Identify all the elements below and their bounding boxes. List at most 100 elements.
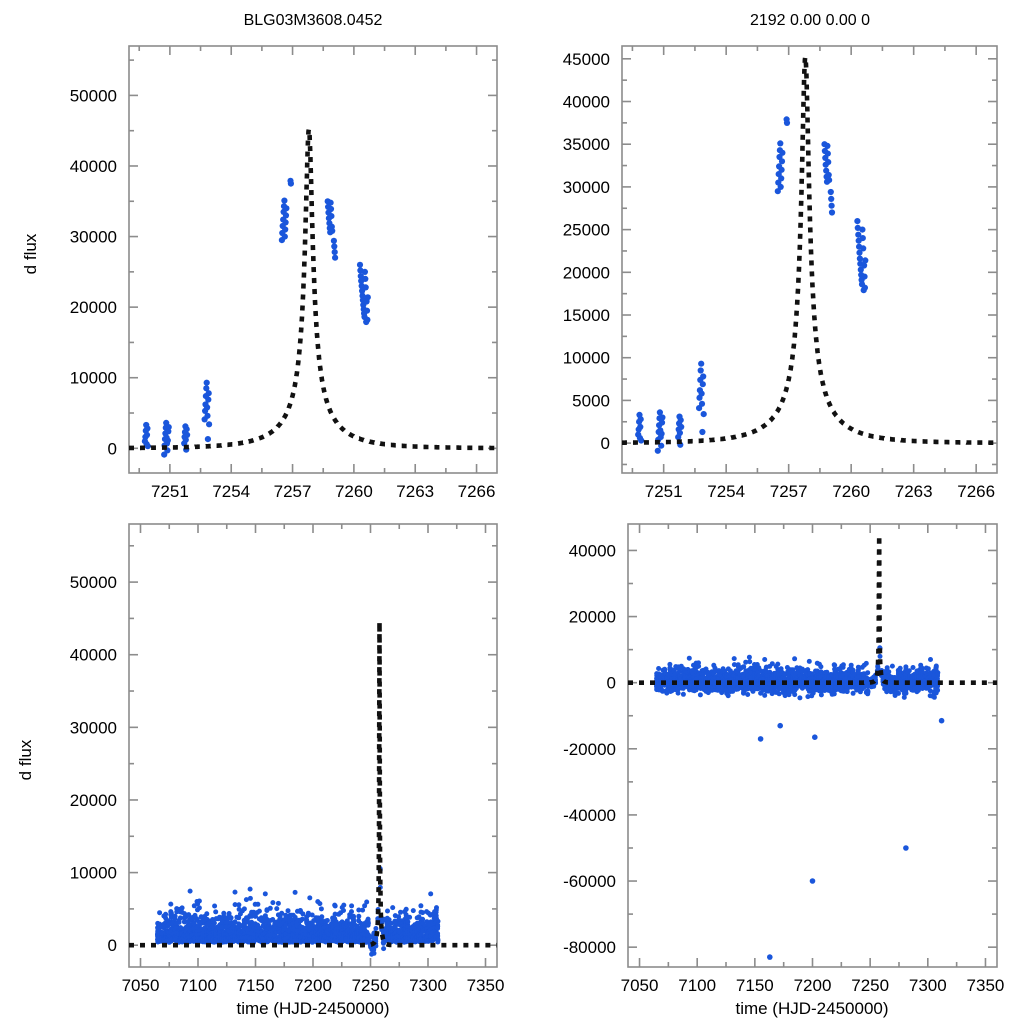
top-right-xtick-label: 7263 bbox=[895, 482, 933, 501]
bottom-right-data-point bbox=[850, 690, 856, 696]
top-right-data-point bbox=[777, 183, 784, 190]
bottom-left-data-point bbox=[318, 906, 324, 912]
bottom-right-data-point bbox=[727, 668, 733, 674]
top-right-data-point bbox=[856, 249, 863, 256]
bottom-right-data-point bbox=[884, 665, 890, 671]
bottom-right-data-point bbox=[680, 691, 686, 697]
bottom-left-data-point bbox=[187, 888, 193, 894]
top-right-xtick-label: 7257 bbox=[770, 482, 808, 501]
bottom-left-xtick-label: 7050 bbox=[122, 976, 160, 995]
bottom-left-data-point bbox=[243, 897, 249, 903]
bottom-right-data-point bbox=[696, 660, 701, 666]
top-left-data-point bbox=[204, 412, 211, 419]
bottom-left-data-point bbox=[324, 918, 330, 923]
bottom-right-data-point bbox=[844, 688, 850, 694]
panel-top-right-data bbox=[635, 116, 869, 454]
top-left-data-point bbox=[165, 424, 172, 431]
bottom-right-data-point bbox=[850, 667, 856, 673]
top-left-data-point bbox=[204, 404, 211, 411]
bottom-right-data-point bbox=[762, 692, 768, 698]
bottom-left-data-point bbox=[182, 919, 187, 925]
bottom-right-data-point bbox=[660, 688, 665, 693]
bottom-left-data-point bbox=[428, 891, 434, 897]
bottom-left-data-point bbox=[433, 907, 439, 913]
bottom-right-outlier-point bbox=[938, 717, 945, 724]
bottom-left-data-point bbox=[309, 912, 315, 918]
bottom-left-data-point bbox=[236, 902, 242, 908]
bottom-right-data-point bbox=[775, 661, 781, 667]
top-left-ytick-label: 0 bbox=[108, 439, 117, 458]
bottom-right-ytick-label: -60000 bbox=[563, 872, 616, 891]
bottom-left-data-point bbox=[307, 895, 313, 901]
bottom-left-data-point bbox=[300, 911, 306, 917]
bottom-left-data-point bbox=[420, 916, 426, 922]
top-left-data-point bbox=[144, 443, 151, 450]
top-right-data-point bbox=[779, 149, 786, 156]
bottom-right-data-point bbox=[776, 691, 782, 697]
top-left-data-point bbox=[282, 219, 289, 226]
bottom-right-data-point bbox=[805, 667, 811, 673]
bottom-left-data-point bbox=[292, 889, 298, 895]
bottom-right-data-point bbox=[725, 693, 731, 699]
bottom-left-data-point bbox=[416, 914, 422, 920]
bottom-left-data-point bbox=[253, 913, 258, 919]
top-right-data-point bbox=[828, 209, 836, 216]
bottom-right-outlier-point bbox=[767, 954, 773, 960]
bottom-right-xtick-label: 7150 bbox=[736, 976, 774, 995]
top-right-data-point bbox=[861, 273, 868, 280]
top-left-ytick-label: 40000 bbox=[70, 157, 117, 176]
bottom-left-xtick-label: 7300 bbox=[409, 976, 447, 995]
bottom-left-data-point bbox=[356, 913, 362, 919]
bottom-left-data-point bbox=[177, 915, 183, 921]
bottom-right-ytick-label: -80000 bbox=[563, 938, 616, 957]
top-left-data-point bbox=[330, 237, 337, 244]
bottom-left-data-point bbox=[232, 902, 238, 908]
top-right-data-point bbox=[825, 159, 832, 166]
bottom-right-data-point bbox=[863, 660, 869, 666]
bottom-left-data-point bbox=[274, 906, 280, 912]
bottom-left-data-point bbox=[186, 912, 192, 918]
top-right-data-point bbox=[637, 416, 644, 423]
top-right-ytick-label: 10000 bbox=[563, 349, 610, 368]
top-right-data-point bbox=[656, 409, 664, 416]
bottom-right-data-point bbox=[931, 694, 937, 700]
top-right-data-point bbox=[698, 390, 705, 397]
bottom-right-data-point bbox=[903, 664, 909, 670]
top-left-data-point bbox=[364, 316, 371, 323]
top-left-xtick-label: 7257 bbox=[274, 482, 312, 501]
bottom-left-data-point bbox=[213, 909, 219, 915]
bottom-left-xtick-label: 7100 bbox=[179, 976, 217, 995]
bottom-right-data-point bbox=[762, 657, 768, 662]
bottom-right-data-point bbox=[848, 662, 854, 668]
top-left-data-point bbox=[357, 273, 364, 280]
top-right-data-point bbox=[783, 119, 791, 126]
top-right-data-point bbox=[827, 188, 834, 196]
bottom-left-data-point bbox=[267, 905, 273, 911]
top-left-data-point bbox=[283, 205, 290, 212]
top-right-ytick-label: 30000 bbox=[563, 178, 610, 197]
bottom-right-data-point bbox=[855, 669, 861, 675]
bottom-left-data-point bbox=[433, 913, 439, 919]
bottom-right-data-point bbox=[675, 690, 681, 696]
bottom-right-outlier-point bbox=[809, 878, 816, 884]
bottom-left-ytick-label: 20000 bbox=[70, 791, 117, 810]
bottom-left-xtick-label: 7150 bbox=[237, 976, 275, 995]
bottom-right-data-point bbox=[799, 669, 805, 675]
bottom-right-data-point bbox=[865, 689, 871, 695]
bottom-left-data-point bbox=[319, 919, 325, 925]
panel-top-right-frame bbox=[621, 45, 998, 474]
top-right-data-point bbox=[654, 447, 661, 454]
bottom-left-data-point bbox=[341, 908, 346, 913]
top-left-data-point bbox=[329, 227, 336, 234]
top-left-xtick-label: 7263 bbox=[396, 482, 434, 501]
bottom-right-data-point bbox=[872, 674, 878, 680]
top-right-data-point bbox=[699, 428, 706, 436]
bottom-left-data-point bbox=[405, 919, 411, 925]
panel-top-left-frame bbox=[128, 45, 498, 474]
bottom-right-ytick-label: 0 bbox=[607, 674, 616, 693]
bottom-right-data-point bbox=[797, 695, 803, 701]
bottom-left-data-point bbox=[232, 919, 238, 925]
bottom-left-data-point bbox=[371, 947, 377, 953]
